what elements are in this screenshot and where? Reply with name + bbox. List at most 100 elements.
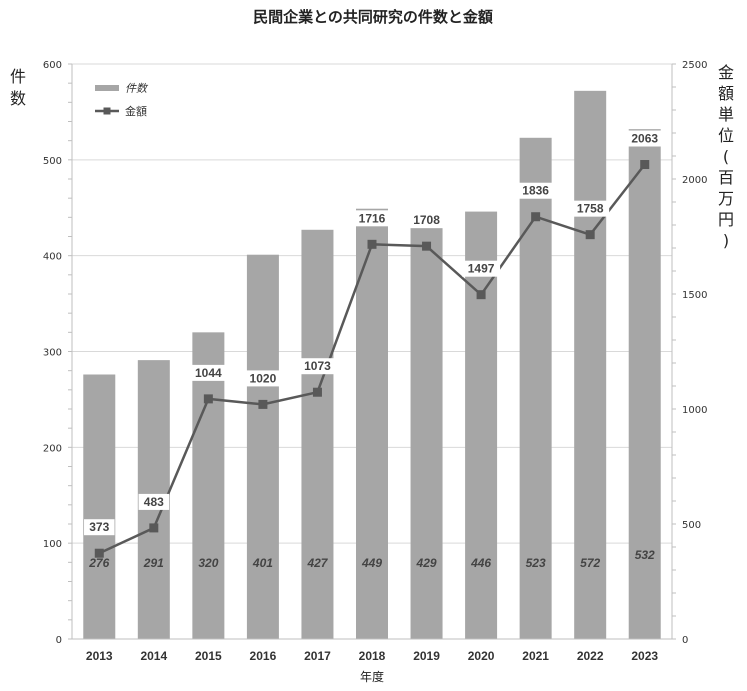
count-bar — [574, 90, 607, 640]
amount-label: 1708 — [413, 213, 440, 227]
x-tick-label: 2022 — [577, 649, 604, 663]
y-left-title-char: 数 — [10, 89, 26, 108]
y-left-tick-label: 400 — [43, 252, 62, 263]
y-right-tick-label: 1000 — [682, 405, 707, 416]
amount-label-bg — [571, 200, 610, 217]
y-left-tick-label: 300 — [43, 348, 62, 359]
y-right-tick-label: 0 — [682, 635, 688, 646]
y-right-title-char: 額 — [718, 84, 734, 103]
count-bar — [410, 227, 443, 639]
count-bar — [628, 129, 661, 639]
y-left-title-char: 件 — [10, 67, 26, 86]
count-label: 401 — [252, 556, 273, 570]
legend-count-label: 件数 — [125, 82, 149, 95]
amount-line — [94, 160, 650, 558]
y-right-title-char: ( — [723, 147, 729, 166]
x-tick-label: 2017 — [304, 649, 331, 663]
amount-labels: 373 483 1044 1020 1073 1716 1708 1497 1836 1758 20… — [84, 130, 664, 536]
amount-label-bg — [243, 370, 282, 387]
y-ticks-right: 0 500 1000 1500 2000 2500 — [682, 60, 707, 646]
y-right-tick-label: 2500 — [682, 60, 707, 71]
y-left-tick-label: 600 — [43, 60, 62, 71]
amount-marker — [94, 548, 104, 558]
amount-label: 373 — [89, 520, 109, 534]
count-label: 449 — [361, 556, 382, 570]
amount-label-bg — [516, 182, 555, 199]
y-right-title-char: 万 — [718, 189, 734, 208]
chart-title: 民間企業との共同研究の件数と金額 — [253, 8, 493, 26]
legend: 件数 金額 — [95, 82, 149, 118]
amount-label: 1020 — [250, 371, 277, 385]
amount-marker — [422, 241, 432, 251]
x-tick-label: 2013 — [86, 649, 113, 663]
y-left-tick-label: 0 — [56, 635, 62, 646]
amount-label-bg — [138, 493, 170, 510]
legend-amount-swatch-marker — [103, 107, 111, 115]
x-tick-label: 2014 — [140, 649, 167, 663]
count-bar — [465, 211, 498, 640]
amount-label-bg — [462, 260, 501, 277]
x-tick-label: 2018 — [359, 649, 386, 663]
count-label: 429 — [416, 556, 437, 570]
x-tick-label: 2019 — [413, 649, 440, 663]
count-label: 291 — [143, 556, 164, 570]
count-label: 276 — [88, 556, 109, 570]
count-bar — [301, 229, 334, 639]
amount-label-bg — [407, 212, 446, 229]
amount-marker — [149, 523, 159, 533]
count-label: 320 — [198, 556, 218, 570]
y-right-title-char: 百 — [718, 168, 734, 187]
amount-label-bg — [189, 364, 228, 381]
amount-label-bg — [353, 210, 391, 227]
count-bar — [192, 332, 225, 639]
amount-marker — [367, 239, 377, 249]
y-axis-left-title: 件数 — [10, 67, 26, 108]
y-right-tick-label: 500 — [682, 520, 701, 531]
amount-label: 1758 — [577, 202, 604, 216]
amount-label: 1497 — [468, 262, 495, 276]
amount-label: 1716 — [359, 211, 386, 225]
count-label: 572 — [580, 556, 600, 570]
x-tick-label: 2020 — [468, 649, 495, 663]
amount-label: 1836 — [522, 184, 549, 198]
x-tick-label: 2021 — [522, 649, 549, 663]
x-axis-title: 年度 — [360, 669, 384, 684]
amount-marker — [531, 212, 541, 222]
y-right-tick-label: 2000 — [682, 175, 707, 186]
y-left-tick-label: 200 — [43, 443, 62, 454]
count-label: 532 — [635, 548, 655, 562]
y-left-tick-label: 100 — [43, 539, 62, 550]
legend-count-swatch — [95, 85, 119, 91]
amount-label-bg — [625, 130, 664, 147]
legend-amount-label: 金額 — [125, 104, 147, 118]
y-right-title-char: 金 — [718, 63, 734, 82]
amount-marker — [640, 160, 650, 170]
count-bar — [83, 374, 116, 639]
amount-marker — [312, 387, 322, 397]
count-label: 446 — [470, 556, 491, 570]
x-tick-label: 2016 — [250, 649, 277, 663]
amount-label: 2063 — [631, 132, 658, 146]
count-label: 523 — [526, 556, 546, 570]
amount-marker — [258, 399, 268, 409]
y-right-title-char: 円 — [718, 210, 734, 229]
count-bar — [246, 254, 279, 640]
count-labels: 276 291 320 401 427 449 429 446 523 572 532 — [88, 548, 655, 570]
y-right-tick-label: 1500 — [682, 290, 707, 301]
amount-marker — [476, 290, 486, 300]
amount-label-bg — [84, 519, 115, 536]
amount-label: 1073 — [304, 359, 331, 373]
y-left-tick-label: 500 — [43, 156, 62, 167]
count-bar — [356, 208, 388, 640]
axes — [68, 63, 676, 640]
x-ticks: 2013 2014 2015 2016 2017 2018 2019 2020 2021 2022… — [86, 649, 658, 663]
y-right-title-char: ) — [723, 231, 729, 250]
y-right-title-char: 単 — [718, 105, 734, 124]
y-right-title-char: 位 — [718, 126, 734, 145]
x-tick-label: 2015 — [195, 649, 222, 663]
amount-marker — [585, 230, 595, 240]
amount-marker — [203, 394, 213, 404]
y-ticks-left: 0 100 200 300 400 500 600 — [43, 60, 62, 646]
